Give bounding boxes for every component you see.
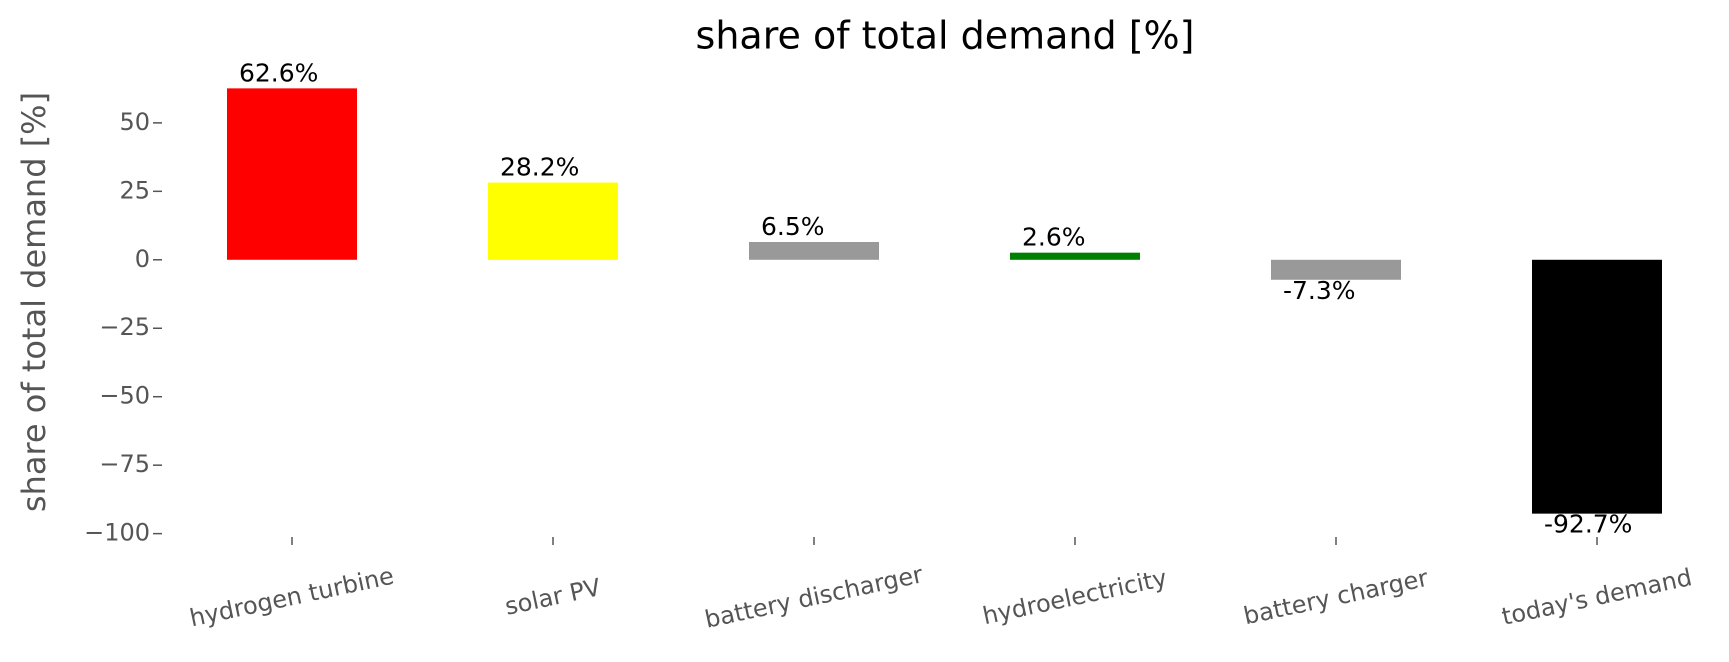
bar [1271,259,1401,280]
value-label: 2.6% [1022,223,1086,252]
bar [488,182,618,260]
x-tick-label: battery discharger [702,560,925,634]
y-tick-label: −100 [84,519,150,547]
y-tick-label: 25 [119,176,150,204]
value-label: 62.6% [239,58,318,87]
x-tick-label: today's demand [1499,563,1694,631]
value-label: 6.5% [761,212,825,241]
chart-title: share of total demand [%] [696,14,1195,58]
y-tick-label: 0 [135,245,150,273]
x-tick-label: hydrogen turbine [187,562,396,633]
x-tick-label: battery charger [1241,564,1431,630]
bar [749,241,879,260]
value-label: -7.3% [1283,276,1356,305]
x-tick-label: hydroelectricity [980,564,1169,630]
value-label: -92.7% [1544,510,1632,539]
y-tick-label: −25 [99,313,150,341]
value-label: 28.2% [500,153,579,182]
y-axis-label: share of total demand [%] [15,92,53,512]
bar [1532,259,1662,514]
bar [227,88,357,260]
y-tick-label: −50 [99,382,150,410]
y-tick-label: 50 [119,108,150,136]
y-tick-label: −75 [99,450,150,478]
x-tick-label: solar PV [502,573,603,621]
bar [1010,252,1140,260]
